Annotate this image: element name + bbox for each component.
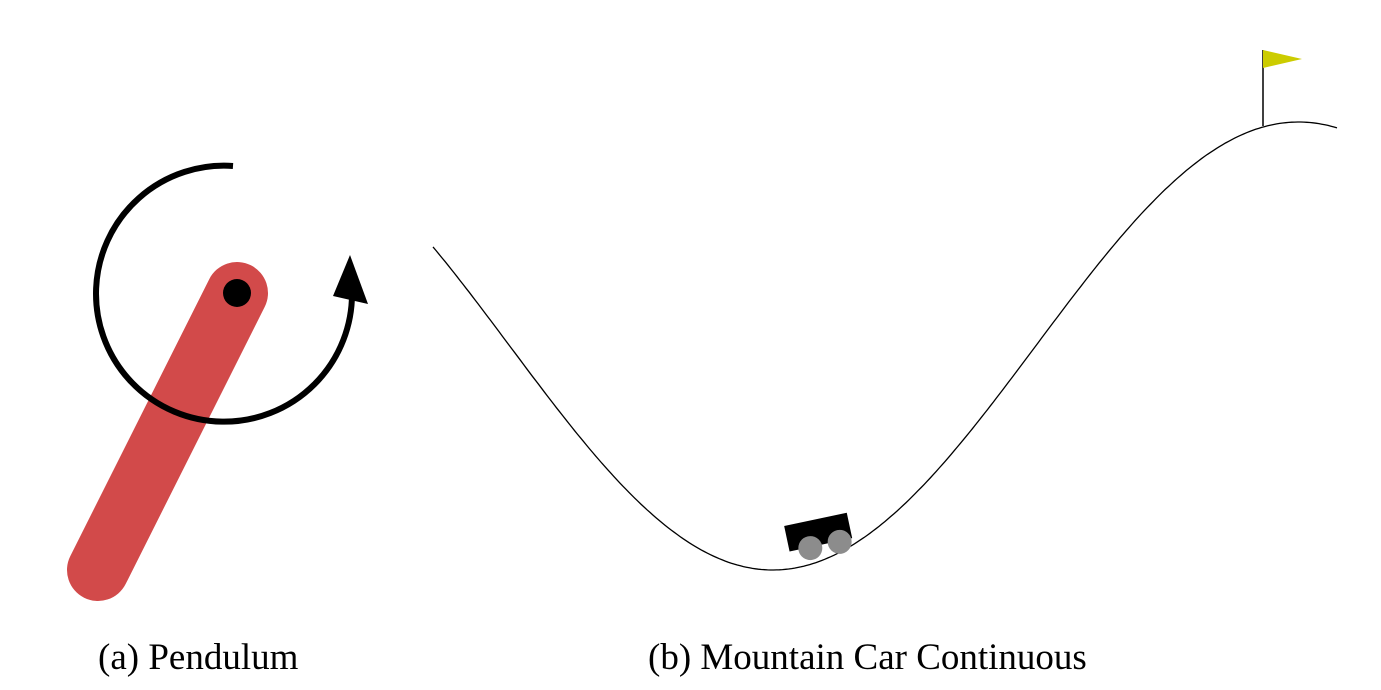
- car-wheel-left: [798, 536, 823, 561]
- pendulum-rod: [67, 262, 268, 601]
- mountain-track: [432, 121, 1338, 571]
- car-wheel-right: [827, 529, 852, 554]
- caption-pendulum: (a) Pendulum: [98, 637, 299, 678]
- pendulum-panel: [67, 162, 368, 601]
- pendulum-pivot: [223, 279, 251, 307]
- mountain-car-panel: [432, 50, 1338, 571]
- rotation-arrow-icon: [93, 162, 356, 425]
- car: [784, 512, 853, 561]
- flag-icon: [1263, 50, 1302, 68]
- caption-mountain-car: (b) Mountain Car Continuous: [648, 637, 1087, 678]
- arrowhead-icon: [333, 255, 368, 304]
